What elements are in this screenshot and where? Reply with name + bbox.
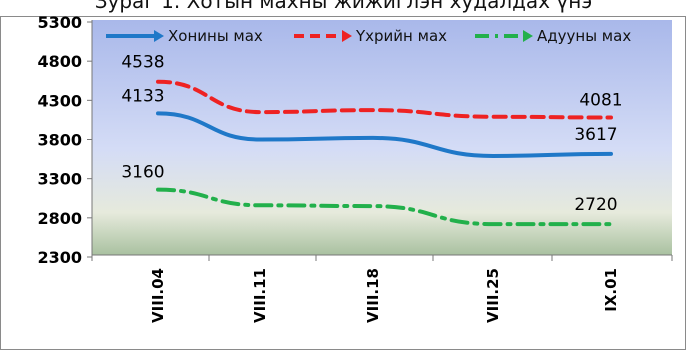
legend-label: Хонины мах xyxy=(168,27,263,45)
chart-area xyxy=(0,16,686,350)
legend-label: Адууны мах xyxy=(537,27,631,45)
y-tick-label: 2800 xyxy=(37,209,82,228)
x-tick-label: IX.01 xyxy=(602,268,620,312)
chart-title: Зураг 1. Хотын махны жижиглэн худалдах ү… xyxy=(94,0,593,13)
x-tick-label: VIII.04 xyxy=(149,268,167,323)
data-labels: 4133 3617 4538 4081 3160 2720 xyxy=(121,53,622,215)
x-tick-label: VIII.11 xyxy=(251,268,269,323)
data-label: 2720 xyxy=(574,195,617,215)
y-tick-label: 4300 xyxy=(37,91,82,110)
data-label: 4538 xyxy=(121,53,164,73)
y-tick-label: 3800 xyxy=(37,131,82,150)
series-line-1 xyxy=(156,111,613,158)
y-tick-label: 3300 xyxy=(37,170,82,189)
y-tick-label: 5300 xyxy=(37,13,82,32)
data-label: 4081 xyxy=(579,90,622,110)
data-label: 4133 xyxy=(121,86,164,106)
data-label: 3160 xyxy=(121,163,164,183)
x-tick-label: VIII.18 xyxy=(364,268,382,323)
legend-arrow xyxy=(523,30,533,42)
legend-label: Үхрийн мах xyxy=(355,27,447,45)
series-line-2 xyxy=(156,79,613,120)
axes: 5300 4800 4300 3800 3300 2800 2300 VIII.04 VIII.… xyxy=(37,13,673,323)
data-label: 3617 xyxy=(574,125,617,145)
legend-arrow xyxy=(154,30,164,42)
legend: Хонины мах Үхрийн мах Адууны мах xyxy=(106,27,631,45)
series-line-3 xyxy=(156,187,613,227)
legend-arrow xyxy=(342,30,352,42)
x-tick-label: VIII.25 xyxy=(484,268,502,323)
y-tick-label: 2300 xyxy=(37,248,82,267)
series-layer xyxy=(156,79,613,227)
y-tick-label: 4800 xyxy=(37,52,82,71)
